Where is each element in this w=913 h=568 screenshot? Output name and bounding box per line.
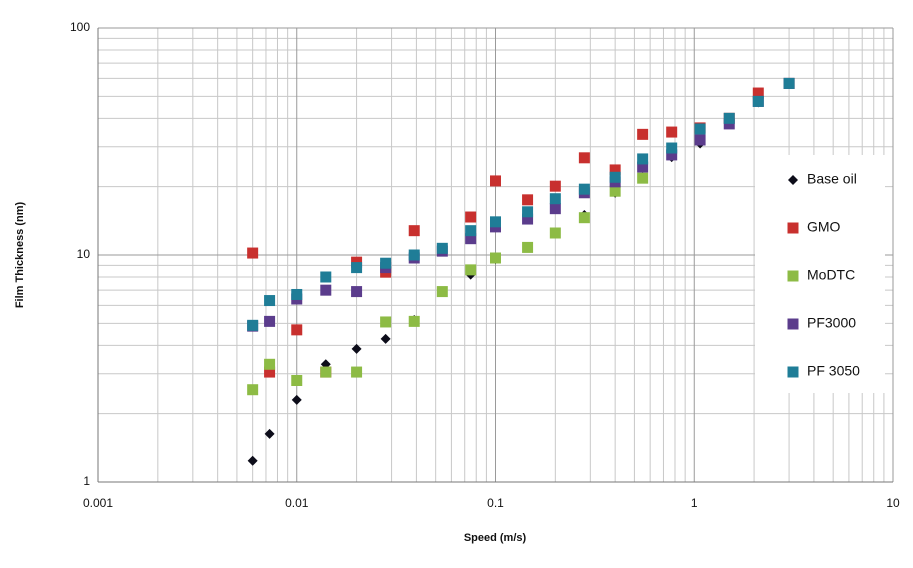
marker [465,233,477,245]
marker [522,213,534,225]
marker [490,175,501,187]
marker [549,193,561,205]
legend-label: PF3000 [807,315,856,331]
marker [609,171,621,183]
marker [522,194,534,206]
legend-box [755,155,885,393]
legend-label: GMO [807,219,841,235]
x-tick-label: 0.001 [83,496,113,510]
marker [549,180,561,192]
marker [291,288,303,300]
legend-label: PF 3050 [807,363,860,379]
marker [291,394,302,405]
marker [578,183,590,195]
marker [264,366,276,378]
marker [637,153,649,165]
marker [380,257,392,269]
marker [787,222,799,234]
marker [694,134,706,146]
x-tick-label: 10 [886,496,900,510]
marker [787,270,799,282]
x-tick-label: 0.01 [285,496,309,510]
marker [723,112,735,124]
marker [351,343,362,354]
marker [490,252,501,264]
marker [723,118,735,130]
marker [522,241,534,253]
marker [752,87,764,99]
marker [247,247,259,259]
marker [578,152,590,164]
marker [320,271,332,283]
marker [666,126,678,138]
marker [609,185,621,197]
marker [351,286,363,298]
marker [380,333,391,344]
marker [788,175,798,185]
marker [465,264,477,276]
marker [291,374,303,386]
marker [436,286,448,298]
legend-label: Base oil [807,171,857,187]
marker [291,324,303,336]
marker [320,366,332,378]
marker [609,164,621,176]
marker [408,315,420,327]
marker [637,161,649,173]
marker [264,315,276,327]
marker [264,295,276,307]
marker [666,149,678,161]
marker [549,227,561,239]
marker [787,366,799,378]
marker [465,211,477,223]
marker [490,216,501,228]
marker [408,225,420,237]
marker [247,455,258,466]
marker [783,77,795,89]
marker [351,262,363,274]
marker [578,212,590,224]
marker [787,318,799,330]
x-tick-label: 0.1 [487,496,504,510]
marker [549,203,561,215]
x-axis-label: Speed (m/s) [464,532,527,544]
marker [264,358,276,370]
marker [666,142,678,154]
marker [247,319,259,331]
marker [380,316,392,328]
marker [351,366,363,378]
marker [637,172,649,184]
marker [522,206,534,218]
marker [637,128,649,140]
marker [436,242,448,254]
y-axis-label: Film Thickness (nm) [14,201,26,308]
x-tick-label: 1 [691,496,698,510]
y-tick-label: 10 [77,247,91,261]
marker [264,428,275,439]
marker [694,123,706,135]
marker [247,384,259,396]
legend-label: MoDTC [807,267,855,283]
marker [408,249,420,261]
y-tick-label: 100 [70,20,90,34]
marker [465,225,477,237]
marker [752,95,764,107]
marker [320,284,332,296]
y-tick-label: 1 [83,474,90,488]
